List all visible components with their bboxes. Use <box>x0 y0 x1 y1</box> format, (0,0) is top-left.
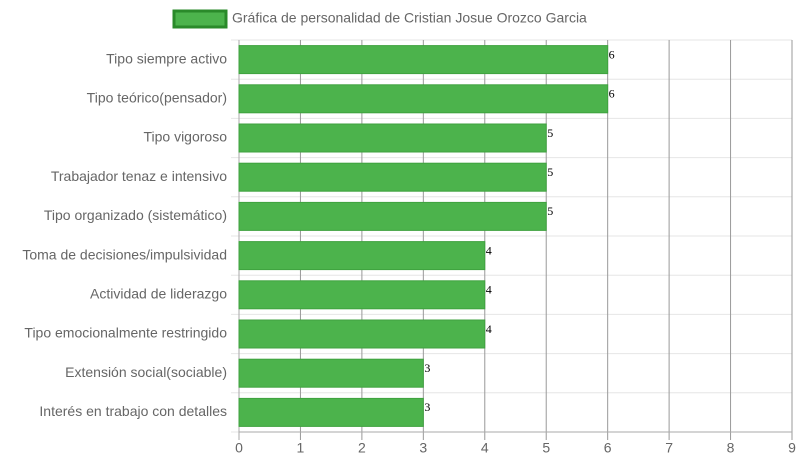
x-tick-label: 7 <box>665 440 673 456</box>
bar <box>238 241 486 271</box>
bar <box>238 162 547 192</box>
bar <box>238 84 609 114</box>
data-label: 5 <box>547 204 553 218</box>
y-tick-label: Tipo emocionalmente restringido <box>24 325 227 341</box>
data-label: 6 <box>609 47 615 61</box>
bar <box>238 123 547 153</box>
x-tick-label: 2 <box>358 440 366 456</box>
bar <box>238 201 547 231</box>
data-label: 4 <box>486 322 492 336</box>
y-tick-label: Toma de decisiones/impulsividad <box>22 246 227 262</box>
data-label: 6 <box>609 87 615 101</box>
x-tick-label: 9 <box>788 440 796 456</box>
x-tick-label: 4 <box>481 440 489 456</box>
data-label: 3 <box>424 361 430 375</box>
x-tick-label: 6 <box>604 440 612 456</box>
data-label: 4 <box>486 243 492 257</box>
data-label: 5 <box>547 126 553 140</box>
bar <box>238 280 486 310</box>
x-tick-label: 0 <box>235 440 243 456</box>
bar <box>238 358 424 388</box>
bar <box>238 397 424 427</box>
x-tick-label: 3 <box>419 440 427 456</box>
x-tick-label: 8 <box>727 440 735 456</box>
y-tick-label: Actividad de liderazgo <box>90 286 227 302</box>
legend-label[interactable]: Gráfica de personalidad de Cristian Josu… <box>232 10 587 26</box>
x-tick-label: 1 <box>297 440 305 456</box>
y-tick-label: Tipo vigoroso <box>143 129 227 145</box>
y-tick-label: Extensión social(sociable) <box>65 364 227 380</box>
y-tick-label: Tipo teórico(pensador) <box>87 90 227 106</box>
y-tick-label: Tipo organizado (sistemático) <box>44 207 227 223</box>
y-tick-label: Trabajador tenaz e intensivo <box>51 168 227 184</box>
y-tick-label: Interés en trabajo con detalles <box>39 403 227 419</box>
y-tick-label: Tipo siempre activo <box>106 50 227 66</box>
data-label: 5 <box>547 165 553 179</box>
data-label: 4 <box>486 283 492 297</box>
x-tick-label: 5 <box>542 440 550 456</box>
legend-swatch[interactable] <box>172 9 228 29</box>
bar <box>238 45 609 75</box>
data-label: 3 <box>424 400 430 414</box>
bar <box>238 319 486 349</box>
